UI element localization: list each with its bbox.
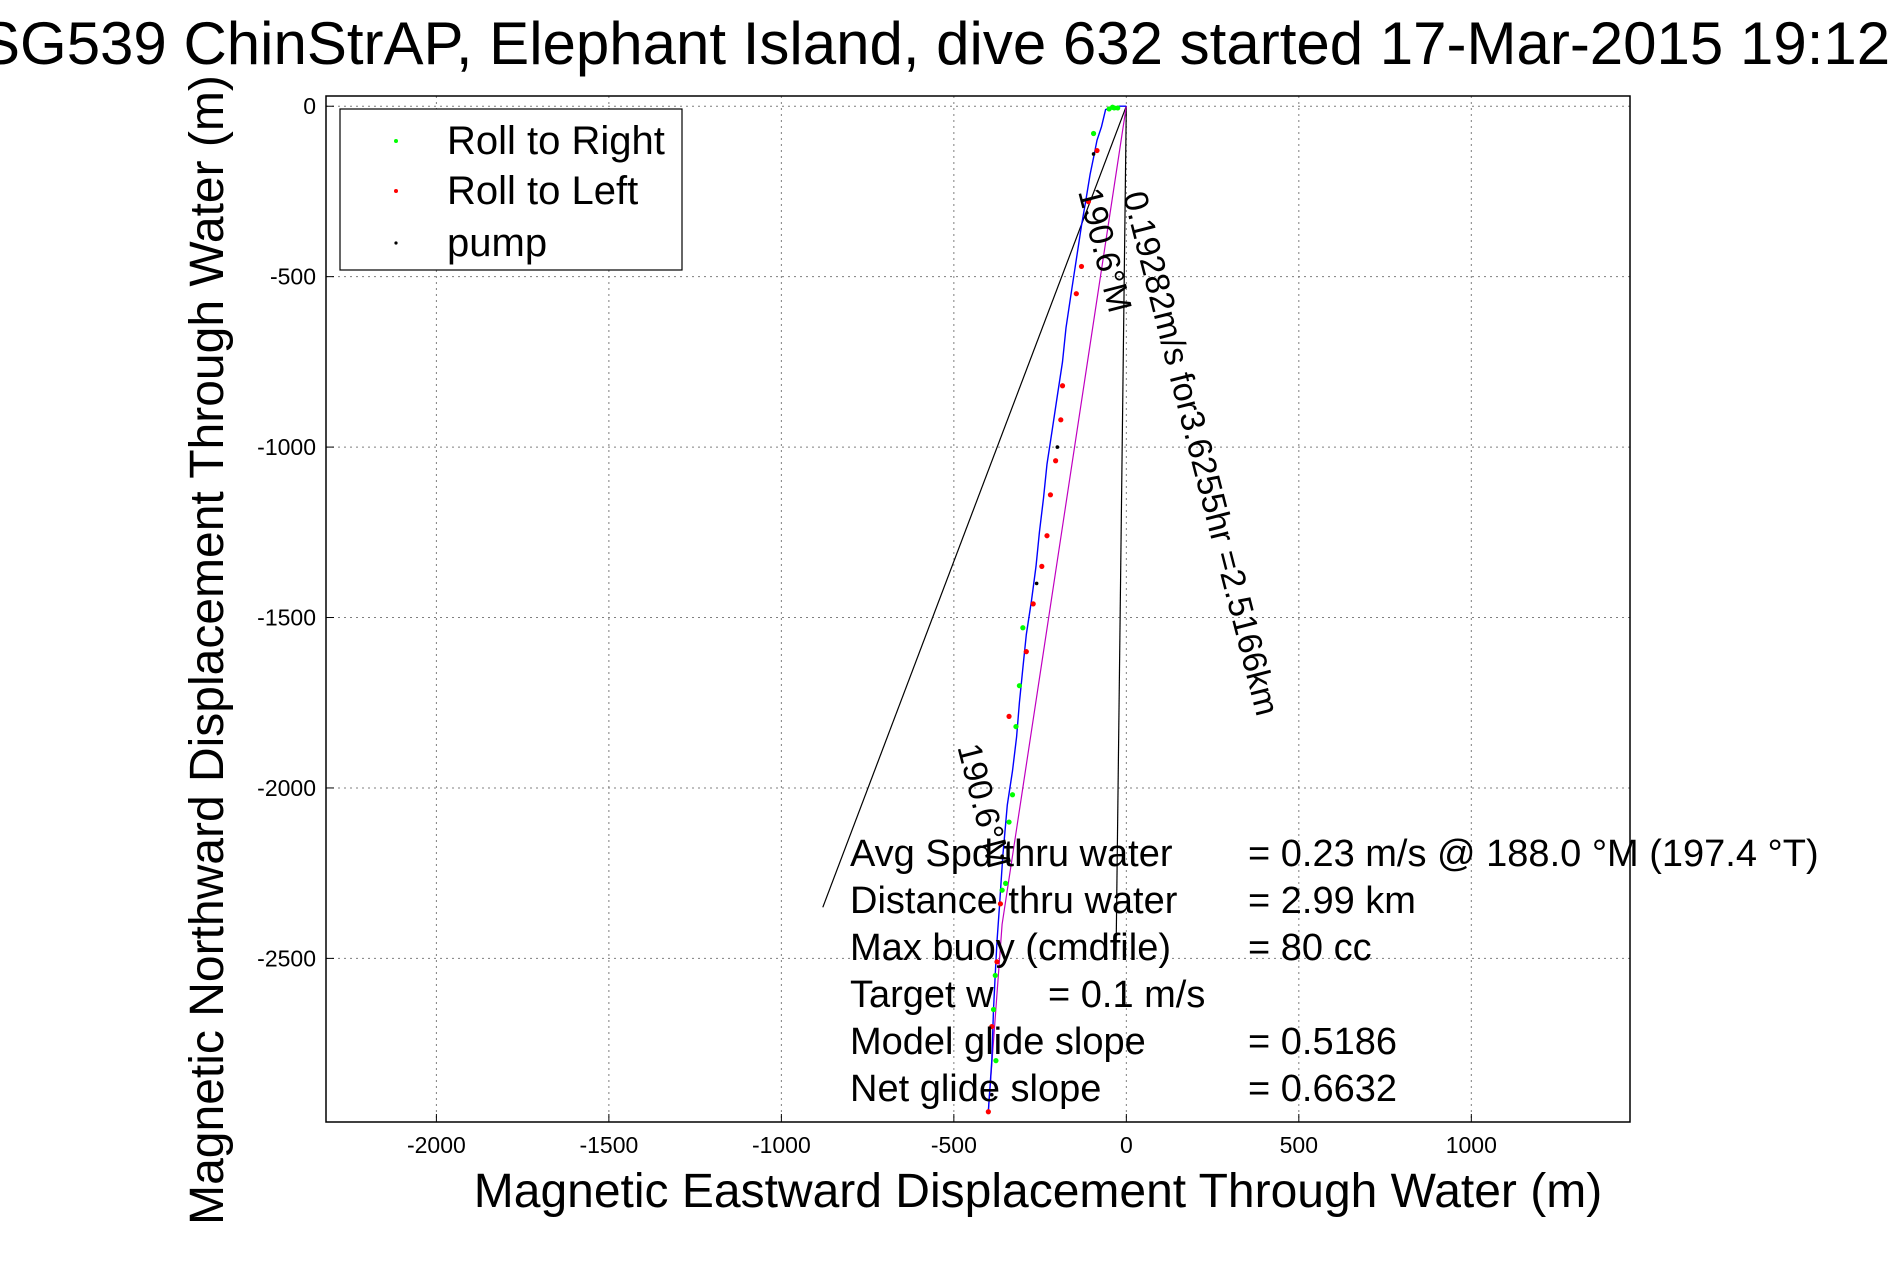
- roll-right-point: [1109, 104, 1116, 110]
- x-tick-label: -1000: [752, 1132, 811, 1158]
- roll-left-point: [1053, 458, 1059, 464]
- x-axis-label: Magnetic Eastward Displacement Through W…: [474, 1165, 1602, 1218]
- stat-value: = 0.5186: [1248, 1021, 1397, 1063]
- roll-right-point: [1090, 130, 1097, 137]
- y-tick-labels: 0 -500 -1000 -1500 -2000 -2500: [257, 93, 316, 971]
- x-tick-label: -500: [931, 1132, 977, 1158]
- y-tick-label: 0: [303, 93, 316, 119]
- stat-value: = 0.6632: [1248, 1068, 1397, 1110]
- stat-name: Target w: [850, 974, 994, 1016]
- stat-value: = 80 cc: [1248, 927, 1372, 969]
- roll-left-point: [1006, 713, 1012, 719]
- x-tick-label: -2000: [407, 1132, 466, 1158]
- grid-lines: [326, 96, 1630, 1122]
- roll-left-point: [1073, 291, 1079, 297]
- pump-point: [1055, 445, 1060, 449]
- roll-right-point: [992, 972, 998, 979]
- y-tick-label: -2000: [257, 775, 316, 801]
- heading-vectors: [822, 105, 1127, 959]
- pump-point: [1091, 152, 1096, 156]
- roll-left-point: [1044, 533, 1050, 539]
- legend-label-pump: pump: [447, 221, 547, 265]
- stat-value: = 0.23 m/s @ 188.0 °M (197.4 °T): [1248, 833, 1819, 875]
- legend-marker-roll-left: [394, 189, 398, 193]
- roll-right-point: [1115, 105, 1121, 111]
- magenta-track: [987, 106, 1127, 1112]
- roll-right-point: [999, 887, 1005, 893]
- roll-left-point: [1039, 563, 1045, 569]
- magenta-track-line: [987, 106, 1127, 1112]
- stat-value: = 0.1 m/s: [1048, 974, 1205, 1016]
- x-tick-label: 0: [1120, 1132, 1133, 1158]
- y-axis-label: Magnetic Northward Displacement Through …: [181, 75, 234, 1225]
- y-tick-label: -500: [270, 264, 316, 290]
- pump-point: [1000, 854, 1004, 858]
- roll-left-point: [989, 1023, 995, 1030]
- roll-pump-points: [985, 104, 1121, 1115]
- pump-point: [989, 1092, 994, 1097]
- axes-box: [325, 95, 1631, 1123]
- x-tick-labels: -2000 -1500 -1000 -500 0 500 1000: [407, 1132, 1497, 1158]
- roll-right-point: [990, 1006, 997, 1013]
- roll-right-point: [993, 1058, 999, 1064]
- y-tick-label: -1500: [257, 605, 316, 631]
- roll-left-point: [997, 901, 1004, 907]
- y-tick-label: -1000: [257, 434, 316, 460]
- roll-right-point: [1020, 625, 1026, 631]
- roll-right-point: [1016, 683, 1022, 689]
- roll-right-point: [1002, 880, 1009, 886]
- roll-right-point: [1006, 819, 1012, 825]
- legend-marker-pump: [394, 241, 398, 245]
- stat-name: Max buoy (cmdfile): [850, 927, 1171, 969]
- stats-annotation-block: Avg Spd thru water = 0.23 m/s @ 188.0 °M …: [850, 833, 1819, 1110]
- roll-right-point: [1009, 792, 1016, 798]
- heading-vector-line: [822, 105, 1127, 908]
- stat-name: Net glide slope: [850, 1068, 1101, 1110]
- heading-vector-line: [1115, 106, 1127, 959]
- stat-name: Model glide slope: [850, 1021, 1146, 1063]
- x-tick-label: 1000: [1446, 1132, 1497, 1158]
- chart-title: SG539 ChinStrAP, Elephant Island, dive 6…: [0, 10, 1890, 77]
- roll-left-point: [1023, 649, 1029, 655]
- legend-marker-roll-right: [394, 139, 398, 143]
- roll-left-point: [994, 959, 1000, 965]
- stat-name: Avg Spd thru water: [850, 833, 1173, 875]
- roll-left-point: [1085, 199, 1091, 205]
- legend: Roll to Right Roll to Left pump: [339, 108, 683, 271]
- x-tick-label: -1500: [579, 1132, 638, 1158]
- roll-left-point: [985, 1109, 991, 1115]
- x-tick-label: 500: [1280, 1132, 1318, 1158]
- roll-left-point: [1030, 601, 1036, 607]
- y-tick-label: -2500: [257, 945, 316, 971]
- roll-left-point: [1059, 383, 1066, 389]
- legend-label-roll-left: Roll to Left: [447, 169, 638, 213]
- roll-left-point: [1078, 263, 1085, 270]
- roll-left-point: [1047, 492, 1054, 498]
- roll-left-point: [1058, 417, 1064, 423]
- stat-name: Distance thru water: [850, 880, 1178, 922]
- roll-left-point: [1094, 147, 1100, 154]
- stat-value: = 2.99 km: [1248, 880, 1416, 922]
- roll-right-point: [1013, 723, 1019, 730]
- pump-point: [1034, 581, 1039, 586]
- legend-label-roll-right: Roll to Right: [447, 119, 665, 163]
